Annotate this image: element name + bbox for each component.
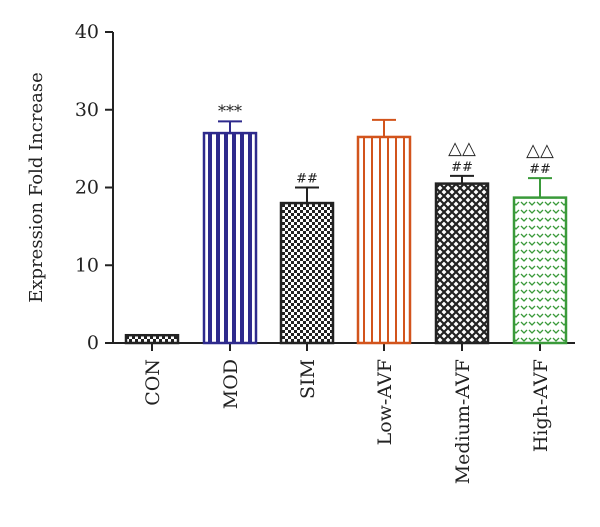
x-tick-label: CON [142,359,164,406]
bar-con [124,333,180,345]
bar-low-avf [356,135,412,345]
y-axis-label: Expression Fold Increase [26,72,47,302]
x-tick-label: MOD [220,359,242,409]
y-tick-label: 10 [75,254,99,276]
y-tick-label: 20 [75,177,99,199]
bars [124,118,568,345]
bar-high-avf [512,196,568,345]
significance-label: △△ [526,140,554,161]
significance-label: ## [296,172,318,187]
x-tick-label: High-AVF [530,359,552,452]
significance-label: *** [218,101,242,120]
bar-sim [279,201,335,345]
x-tick-label: SIM [297,359,319,399]
bar-medium-avf [434,182,490,345]
significance-label: ## [529,162,551,177]
bar-mod [202,131,258,345]
x-tick-label: Low-AVF [374,359,396,445]
y-tick-label: 30 [75,99,99,121]
x-tick-label: Medium-AVF [452,359,474,484]
y-tick-label: 0 [87,332,99,354]
y-tick-label: 40 [75,21,99,43]
axes [105,31,575,351]
significance-label: ## [451,160,473,175]
labels: 0 10 20 30 40 Expression Fold Increase CON MOD *… [26,21,554,484]
significance-label: △△ [448,138,476,159]
